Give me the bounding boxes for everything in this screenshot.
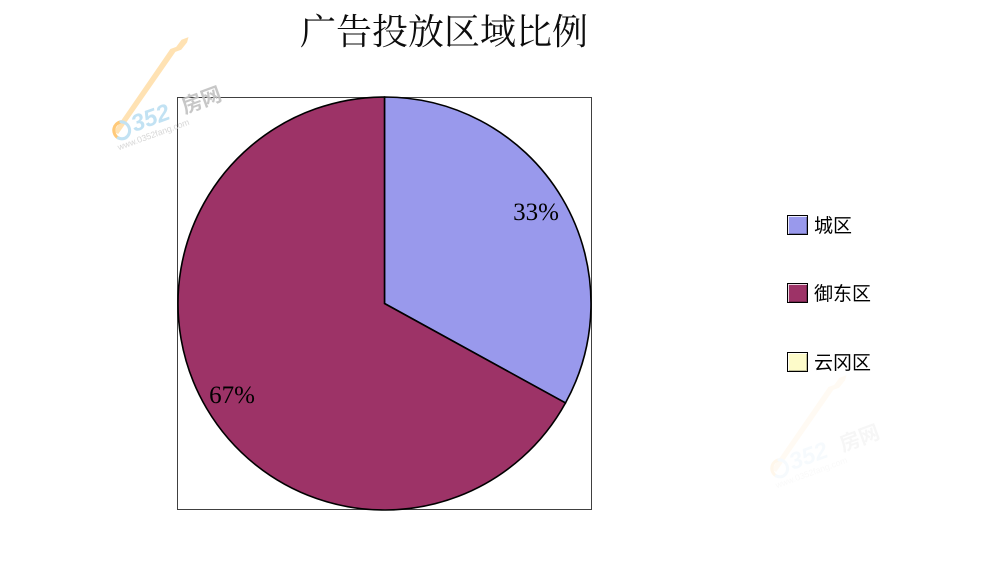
svg-text:67%: 67% <box>209 382 255 409</box>
svg-text:33%: 33% <box>513 199 559 226</box>
